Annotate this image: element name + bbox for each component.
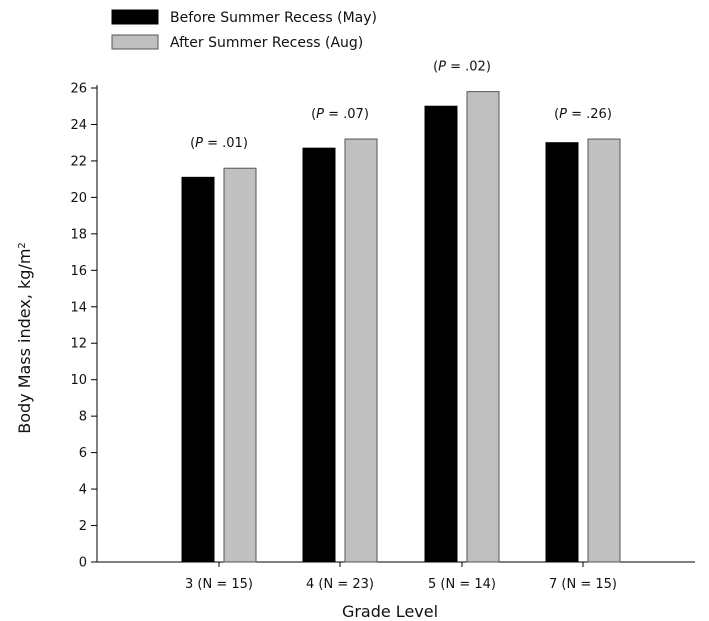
y-tick-label: 2 (79, 519, 87, 534)
y-tick-label: 20 (70, 191, 87, 206)
x-tick-label: 5 (N = 14) (428, 577, 496, 592)
bar-aug-2 (466, 91, 500, 563)
bar-may-0 (181, 176, 215, 563)
y-tick-label: 12 (70, 337, 87, 352)
x-tick-label: 4 (N = 23) (306, 577, 374, 592)
bar-may-2 (424, 105, 458, 563)
legend: Before Summer Recess (May) After Summer R… (111, 9, 377, 51)
y-axis-title-text: Body Mass index, kg/m (15, 249, 34, 434)
legend-label-0: Before Summer Recess (May) (170, 10, 377, 26)
legend-swatch-1 (111, 34, 159, 50)
bar-aug-1 (344, 138, 378, 563)
p-value-label: (P = .01) (190, 136, 248, 151)
p-value-label: (P = .07) (311, 107, 369, 122)
y-axis-title-superscript: 2 (17, 242, 28, 248)
bar-may-3 (545, 142, 579, 563)
y-axis-title: Body Mass index, kg/m2 (15, 242, 34, 434)
bar-may-1 (302, 147, 336, 563)
bar-aug-3 (587, 138, 621, 563)
x-tick-label: 3 (N = 15) (185, 577, 253, 592)
y-tick-label: 4 (79, 483, 87, 498)
legend-swatch-0 (111, 9, 159, 25)
legend-label-1: After Summer Recess (Aug) (170, 35, 363, 51)
y-tick-label: 26 (70, 82, 87, 97)
y-tick-label: 14 (70, 300, 87, 315)
x-axis-title: Grade Level (342, 602, 438, 621)
y-tick-label: 0 (79, 556, 87, 571)
bars (181, 91, 621, 563)
y-tick-label: 16 (70, 264, 87, 279)
bar-aug-0 (223, 167, 257, 563)
y-tick-label: 8 (79, 410, 87, 425)
x-tick-label: 7 (N = 15) (549, 577, 617, 592)
annotation-labels: (P = .01) (P = .07) (P = .02) (P = .26) (190, 60, 612, 152)
y-tick-label: 24 (70, 118, 87, 133)
y-tick-label: 18 (70, 227, 87, 242)
y-tick-label: 22 (70, 154, 87, 169)
p-value-label: (P = .02) (433, 60, 491, 75)
y-tick-label: 10 (70, 373, 87, 388)
p-value-label: (P = .26) (554, 107, 612, 122)
y-tick-label: 6 (79, 446, 87, 461)
